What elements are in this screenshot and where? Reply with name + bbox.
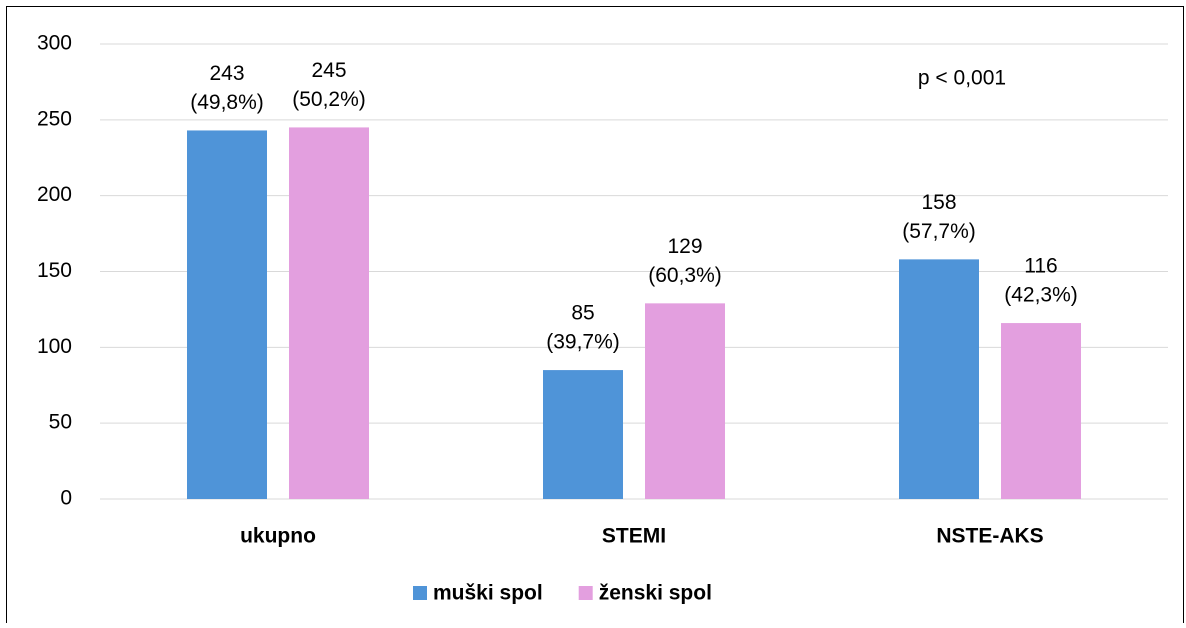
x-tick-label: NSTE-AKS	[936, 525, 1043, 548]
x-tick-label: STEMI	[602, 525, 666, 548]
y-tick-label: 300	[37, 32, 72, 55]
data-label: 129	[667, 235, 702, 258]
data-label: (60,3%)	[648, 264, 722, 287]
bar	[645, 303, 725, 499]
bar	[289, 127, 369, 500]
y-tick-label: 200	[37, 183, 72, 206]
data-label: (39,7%)	[546, 331, 620, 354]
annotation: p < 0,001	[918, 67, 1006, 90]
y-tick-label: 50	[49, 411, 72, 434]
bar	[187, 130, 267, 499]
bar	[899, 259, 979, 499]
data-label: (50,2%)	[292, 88, 366, 111]
bar	[1001, 323, 1081, 499]
bar	[543, 370, 623, 499]
y-tick-label: 150	[37, 259, 72, 282]
legend-label: ženski spol	[599, 582, 712, 605]
data-label: 158	[921, 191, 956, 214]
legend-label: muški spol	[433, 582, 543, 605]
data-label: (57,7%)	[902, 220, 976, 243]
data-label: (42,3%)	[1004, 284, 1078, 307]
y-tick-label: 0	[60, 487, 72, 510]
data-label: 245	[311, 59, 346, 82]
legend-swatch	[413, 586, 427, 600]
data-label: (49,8%)	[190, 91, 264, 114]
data-label: 243	[209, 62, 244, 85]
legend-swatch	[578, 586, 593, 600]
y-tick-label: 100	[37, 335, 72, 358]
data-label: 85	[571, 302, 594, 325]
y-tick-label: 250	[37, 107, 72, 130]
data-label: 116	[1024, 255, 1057, 278]
x-tick-label: ukupno	[240, 525, 316, 548]
chart-border	[6, 6, 1184, 628]
